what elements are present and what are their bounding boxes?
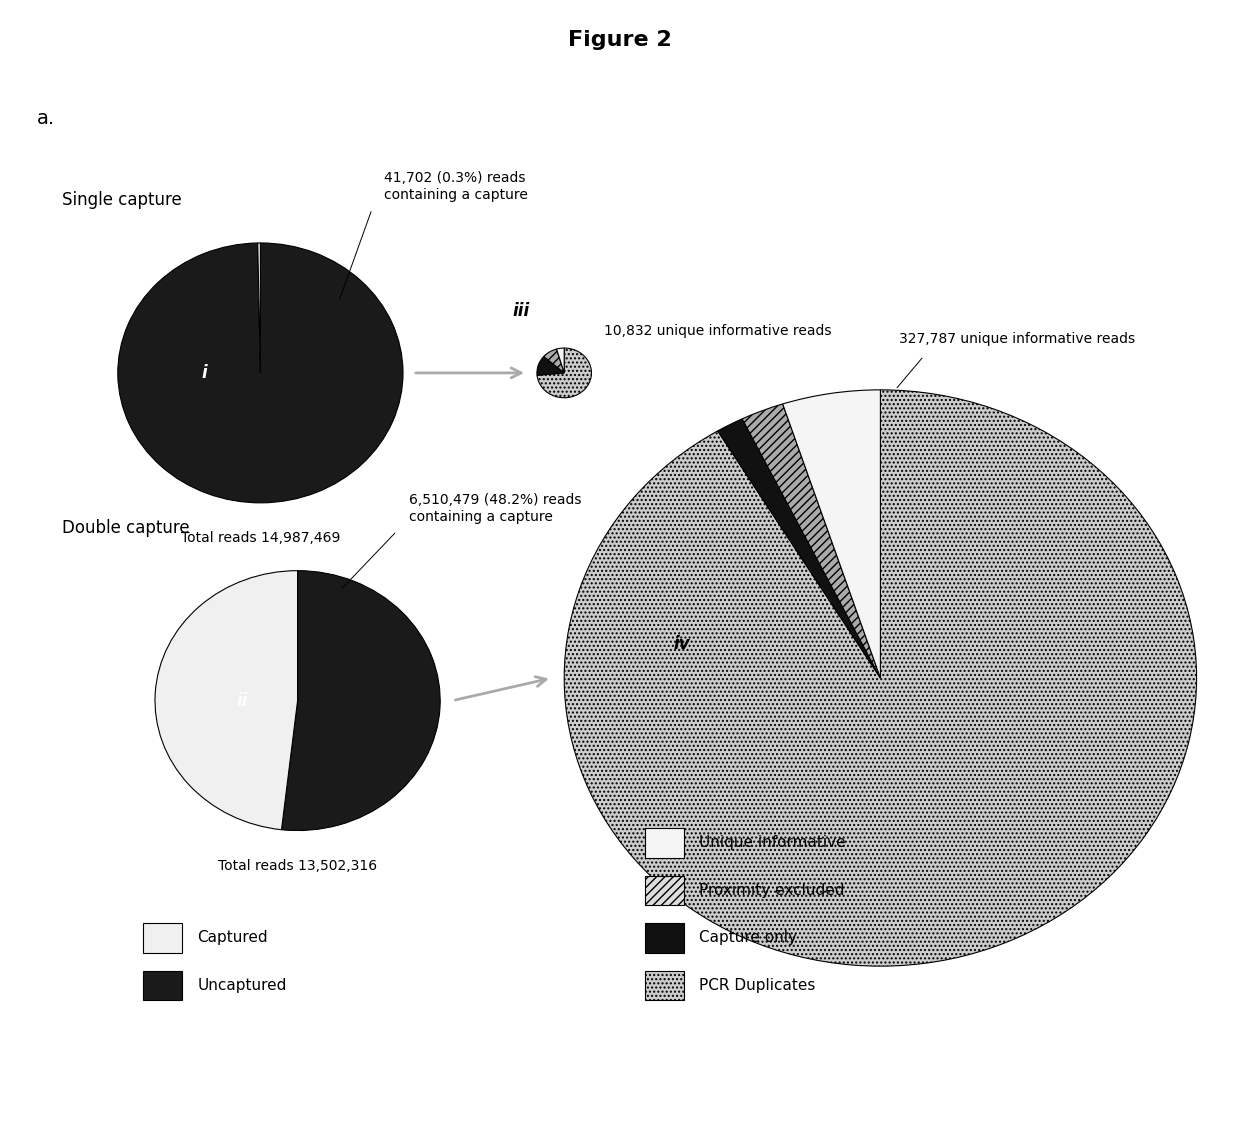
Wedge shape [543,349,564,373]
Text: 41,702 (0.3%) reads
containing a capture: 41,702 (0.3%) reads containing a capture [384,172,528,201]
Bar [645,923,684,953]
Bar [143,971,182,1000]
Text: Captured: Captured [197,930,268,946]
Wedge shape [718,419,880,678]
Text: i: i [202,364,207,382]
Wedge shape [782,390,880,678]
Text: PCR Duplicates: PCR Duplicates [699,977,816,993]
Text: a.: a. [37,110,56,128]
Wedge shape [118,243,403,503]
Text: 6,510,479 (48.2%) reads
containing a capture: 6,510,479 (48.2%) reads containing a cap… [409,494,582,523]
Text: Uncaptured: Uncaptured [197,977,286,993]
Bar [143,923,182,953]
Wedge shape [537,348,591,398]
Wedge shape [258,243,260,373]
Text: Capture only: Capture only [699,930,797,946]
Text: 10,832 unique informative reads: 10,832 unique informative reads [604,324,831,338]
Text: Total reads 13,502,316: Total reads 13,502,316 [218,859,377,872]
Text: 327,787 unique informative reads: 327,787 unique informative reads [899,332,1135,346]
Bar [645,828,684,858]
Text: Unique informative: Unique informative [699,835,846,851]
Bar [645,971,684,1000]
Wedge shape [155,571,298,829]
Wedge shape [557,348,564,373]
Text: iii: iii [512,302,529,320]
Wedge shape [537,356,564,375]
Wedge shape [281,571,440,831]
Text: Double capture: Double capture [62,519,190,537]
Wedge shape [743,403,880,678]
Text: Proximity excluded: Proximity excluded [699,883,844,898]
Text: Total reads 14,987,469: Total reads 14,987,469 [181,531,340,545]
Text: Single capture: Single capture [62,191,182,209]
Text: iv: iv [673,635,691,653]
Bar [645,876,684,905]
Text: ii: ii [236,692,248,710]
Text: Figure 2: Figure 2 [568,29,672,50]
Wedge shape [564,390,1197,966]
